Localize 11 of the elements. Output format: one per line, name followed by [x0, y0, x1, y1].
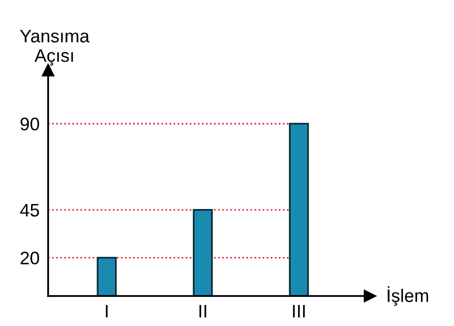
x-tick-label: III [293, 305, 305, 318]
x-tick-label: II [199, 305, 206, 318]
x-axis-title: İşlem [388, 286, 428, 306]
bar [96, 256, 117, 296]
y-tick-label: 45 [20, 204, 40, 217]
x-tick-label: I [106, 305, 108, 318]
y-tick-label: 90 [20, 118, 40, 130]
y-axis-title: Yansıma Açısı [20, 30, 90, 66]
y-tick-label: 20 [20, 252, 40, 264]
bar [192, 209, 213, 296]
bar [288, 122, 309, 296]
